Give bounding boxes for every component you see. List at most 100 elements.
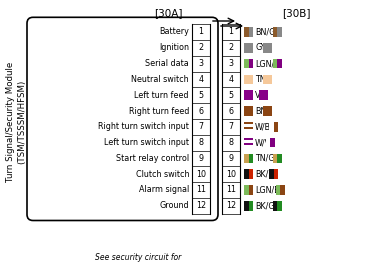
Bar bbox=[269, 122, 274, 132]
Bar bbox=[273, 201, 277, 211]
Text: Battery: Battery bbox=[159, 28, 189, 37]
Text: Right turn feed: Right turn feed bbox=[129, 107, 189, 116]
Text: W/V: W/V bbox=[255, 138, 271, 147]
Text: 10: 10 bbox=[226, 170, 236, 179]
Text: GY: GY bbox=[255, 43, 266, 52]
Bar bbox=[244, 185, 248, 195]
Bar bbox=[244, 122, 248, 132]
Text: Alarm signal: Alarm signal bbox=[139, 186, 189, 195]
Text: 9: 9 bbox=[198, 154, 204, 163]
Bar bbox=[269, 169, 274, 179]
Bar bbox=[244, 169, 248, 179]
Text: Left turn switch input: Left turn switch input bbox=[104, 138, 189, 147]
Text: 1: 1 bbox=[198, 28, 204, 37]
Text: Left turn feed: Left turn feed bbox=[135, 91, 189, 100]
Bar bbox=[259, 90, 268, 100]
Bar bbox=[244, 143, 253, 145]
Text: 11: 11 bbox=[196, 186, 206, 195]
Bar bbox=[244, 74, 253, 84]
Text: 8: 8 bbox=[229, 138, 233, 147]
Bar bbox=[277, 201, 282, 211]
Bar bbox=[263, 106, 272, 116]
Bar bbox=[244, 140, 253, 143]
Bar bbox=[244, 124, 253, 127]
Bar bbox=[248, 169, 253, 179]
Text: 4: 4 bbox=[229, 75, 233, 84]
Text: Right turn switch input: Right turn switch input bbox=[98, 122, 189, 131]
Bar bbox=[244, 27, 248, 37]
Text: BN: BN bbox=[255, 107, 266, 116]
Bar bbox=[244, 106, 253, 116]
Bar bbox=[266, 138, 270, 148]
Bar bbox=[277, 27, 282, 37]
Bar bbox=[248, 138, 253, 148]
Text: 2: 2 bbox=[198, 43, 204, 52]
Bar bbox=[244, 129, 253, 132]
Bar bbox=[270, 138, 275, 148]
Bar bbox=[277, 59, 282, 68]
Text: 10: 10 bbox=[196, 170, 206, 179]
Text: Ignition: Ignition bbox=[159, 43, 189, 52]
Bar bbox=[244, 201, 248, 211]
Text: Serial data: Serial data bbox=[145, 59, 189, 68]
Text: W/BN: W/BN bbox=[255, 122, 277, 131]
Bar bbox=[248, 153, 253, 163]
Text: 3: 3 bbox=[198, 59, 204, 68]
Text: BN/GY: BN/GY bbox=[255, 28, 280, 37]
Text: Start relay control: Start relay control bbox=[116, 154, 189, 163]
Text: 5: 5 bbox=[228, 91, 233, 100]
Text: 11: 11 bbox=[226, 186, 236, 195]
Text: See security circuit for: See security circuit for bbox=[95, 254, 181, 263]
Text: 7: 7 bbox=[228, 122, 233, 131]
Bar bbox=[248, 122, 253, 132]
Text: Clutch switch: Clutch switch bbox=[135, 170, 189, 179]
Text: V: V bbox=[255, 91, 260, 100]
Text: [30A]: [30A] bbox=[154, 8, 182, 18]
Bar bbox=[244, 127, 253, 129]
Bar bbox=[273, 153, 277, 163]
Text: 9: 9 bbox=[228, 154, 233, 163]
Text: TN/GN: TN/GN bbox=[255, 154, 280, 163]
Bar bbox=[248, 185, 253, 195]
Bar bbox=[244, 43, 253, 53]
Bar bbox=[263, 74, 272, 84]
Text: 8: 8 bbox=[198, 138, 204, 147]
Text: 6: 6 bbox=[229, 107, 233, 116]
Bar bbox=[244, 145, 253, 148]
Bar bbox=[277, 153, 282, 163]
Text: (TSM/TSSSM/HFSM): (TSM/TSSSM/HFSM) bbox=[18, 80, 26, 164]
Bar bbox=[248, 59, 253, 68]
Bar bbox=[244, 138, 253, 140]
Bar bbox=[244, 138, 248, 148]
Bar bbox=[244, 153, 248, 163]
Bar bbox=[274, 122, 278, 132]
Bar bbox=[280, 185, 285, 195]
Text: BK/R: BK/R bbox=[255, 170, 274, 179]
Text: LGN/V: LGN/V bbox=[255, 59, 280, 68]
Text: 5: 5 bbox=[198, 91, 204, 100]
Bar bbox=[244, 122, 253, 124]
Text: [30B]: [30B] bbox=[282, 8, 310, 18]
Text: 6: 6 bbox=[198, 107, 204, 116]
Text: 7: 7 bbox=[198, 122, 204, 131]
Text: 12: 12 bbox=[196, 201, 206, 210]
Bar bbox=[248, 201, 253, 211]
Text: TN: TN bbox=[255, 75, 266, 84]
Text: 2: 2 bbox=[228, 43, 233, 52]
Text: 3: 3 bbox=[229, 59, 233, 68]
Bar bbox=[248, 27, 253, 37]
Text: Ground: Ground bbox=[159, 201, 189, 210]
Bar bbox=[276, 185, 280, 195]
Bar bbox=[244, 90, 253, 100]
Text: LGN/BN: LGN/BN bbox=[255, 186, 286, 195]
Bar bbox=[263, 43, 272, 53]
Text: Neutral switch: Neutral switch bbox=[131, 75, 189, 84]
Bar bbox=[274, 169, 278, 179]
Bar bbox=[244, 59, 248, 68]
Bar bbox=[273, 27, 277, 37]
Text: Turn Signal/Security Module: Turn Signal/Security Module bbox=[6, 62, 16, 182]
Bar bbox=[273, 59, 277, 68]
Text: 4: 4 bbox=[198, 75, 204, 84]
FancyBboxPatch shape bbox=[27, 17, 218, 220]
Text: 12: 12 bbox=[226, 201, 236, 210]
